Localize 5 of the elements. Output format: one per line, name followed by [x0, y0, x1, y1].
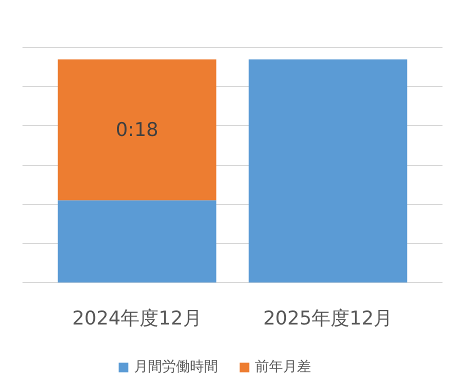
x-tick-label: 2024年度12月 [72, 308, 202, 330]
data-label: 0:18 [116, 118, 158, 141]
legend-label: 前年月差 [255, 358, 311, 376]
x-tick-label: 2025年度12月 [263, 308, 393, 330]
legend-label: 月間労働時間 [134, 358, 218, 376]
